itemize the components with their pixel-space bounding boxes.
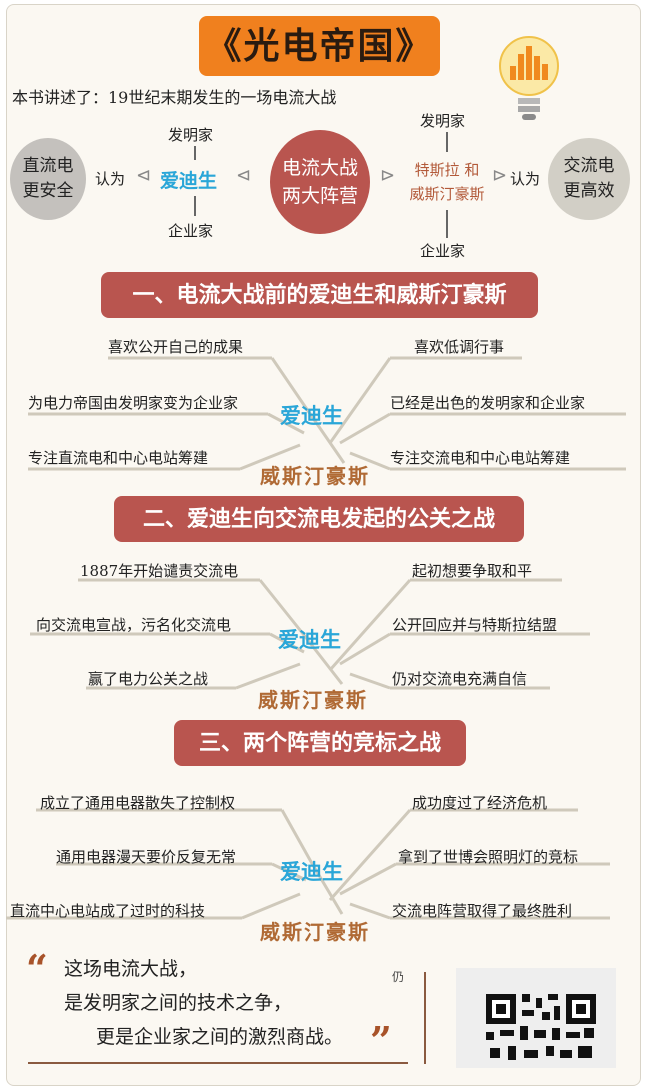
section-1-edison-point-1: 喜欢公开自己的成果 <box>108 338 244 356</box>
arrow-left-icon: ⊲ <box>136 165 152 186</box>
quote-line-2: 是发明家之间的技术之争， <box>64 992 293 1014</box>
open-quote-icon: “ <box>26 946 48 991</box>
section-1-edison-point-2: 为电力帝国由发明家变为企业家 <box>28 394 239 412</box>
section-3-edison-label: 爱迪生 <box>280 859 343 884</box>
section-2-edison-point-2: 向交流电宣战，污名化交流电 <box>36 616 232 634</box>
arrow-right-icon: ⊳ <box>380 165 396 186</box>
tesla-westinghouse-label: 特斯拉 和威斯汀豪斯 <box>409 161 485 203</box>
section-2-westinghouse-point-1: 起初想要争取和平 <box>412 562 533 580</box>
section-1-westinghouse-point-1: 喜欢低调行事 <box>414 338 505 356</box>
quote-line-3: 更是企业家之间的激烈商战。 <box>96 1026 344 1048</box>
section-1-westinghouse-label: 威斯汀豪斯 <box>260 464 370 488</box>
connector-line <box>446 210 448 238</box>
connector-line <box>446 132 448 152</box>
section-2-edison-point-1: 1887年开始谴责交流电 <box>80 562 239 580</box>
connector-line <box>194 196 196 216</box>
quote-underline <box>28 1062 408 1064</box>
book-title: 《光电帝国》 <box>199 16 440 76</box>
intro-text: 本书讲述了：19世纪末期发生的一场电流大战 <box>12 88 337 107</box>
section-1-banner: 一、电流大战前的爱迪生和威斯汀豪斯 <box>101 272 538 318</box>
section-2-westinghouse-point-2: 公开回应并与特斯拉结盟 <box>392 616 558 634</box>
dc-safer-circle: 直流电 更安全 <box>10 138 86 220</box>
section-3-westinghouse-point-1: 成功度过了经济危机 <box>412 794 548 812</box>
section-3-westinghouse-label: 威斯汀豪斯 <box>260 920 370 944</box>
close-quote-icon: ” <box>370 1018 392 1063</box>
section-2-edison-point-3: 赢了电力公关之战 <box>88 670 209 688</box>
section-3-connectors <box>6 808 610 920</box>
lightbulb-icon <box>499 36 559 120</box>
quote-divider <box>424 972 426 1064</box>
section-3-banner: 三、两个阵营的竞标之战 <box>174 720 466 766</box>
section-1-connectors <box>28 356 626 471</box>
edison-label: 爱迪生 <box>160 170 218 192</box>
section-3-edison-point-3: 直流中心电站成了过时的科技 <box>10 902 206 920</box>
qr-code-icon[interactable] <box>456 968 616 1068</box>
section-2-edison-label: 爱迪生 <box>278 627 341 652</box>
section-1-edison-point-3: 专注直流电和中心电站筹建 <box>28 449 209 467</box>
section-1-westinghouse-point-2: 已经是出色的发明家和企业家 <box>390 394 586 412</box>
arrow-left-icon: ⊲ <box>236 165 252 186</box>
section-3-edison-point-1: 成立了通用电器散失了控制权 <box>40 794 236 812</box>
connector-line <box>194 146 196 160</box>
section-3-westinghouse-point-3: 交流电阵营取得了最终胜利 <box>392 902 573 920</box>
section-1-westinghouse-point-3: 专注交流电和中心电站筹建 <box>390 449 571 467</box>
businessman-label-right: 企业家 <box>420 242 466 260</box>
section-2-banner: 二、爱迪生向交流电发起的公关之战 <box>114 496 524 542</box>
ac-efficient-circle: 交流电 更高效 <box>548 138 630 220</box>
section-1-edison-label: 爱迪生 <box>280 403 343 428</box>
section-2-connectors <box>30 578 590 690</box>
two-camps-circle: 电流大战 两大阵营 <box>270 130 370 234</box>
quote-line-1: 这场电流大战， <box>64 958 198 980</box>
inventor-label-left: 发明家 <box>168 126 214 144</box>
section-2-westinghouse-point-3: 仍对交流电充满自信 <box>392 670 528 688</box>
section-3-westinghouse-point-2: 拿到了世博会照明灯的竞标 <box>398 848 579 866</box>
section-2-westinghouse-label: 威斯汀豪斯 <box>258 688 368 712</box>
arrow-right-icon: ⊳ <box>492 165 508 186</box>
think-label-right: 认为 <box>510 170 541 188</box>
think-label-left: 认为 <box>95 170 126 188</box>
inventor-label-right: 发明家 <box>420 112 466 130</box>
section-3-edison-point-2: 通用电器漫天要价反复无常 <box>56 848 237 866</box>
businessman-label-left: 企业家 <box>168 222 214 240</box>
side-character: 仍 <box>392 970 405 984</box>
